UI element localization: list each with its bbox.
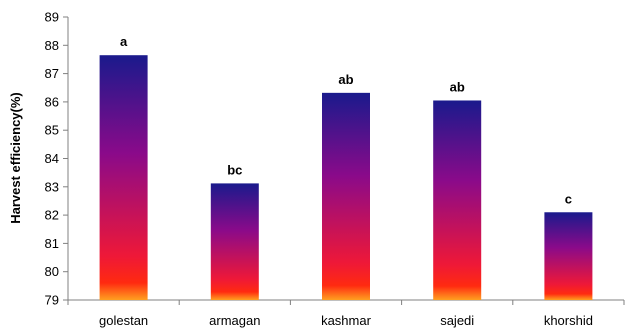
y-tick-label: 82 bbox=[45, 208, 59, 223]
y-tick-label: 87 bbox=[45, 66, 59, 81]
x-axis: golestan armagan kashmar sajedi khorshid bbox=[67, 299, 625, 328]
y-tick-label: 79 bbox=[45, 293, 59, 308]
bar-sajedi bbox=[433, 100, 482, 300]
y-tick-label: 84 bbox=[45, 151, 59, 166]
y-tick-label: 86 bbox=[45, 94, 59, 109]
y-tick-label: 89 bbox=[45, 10, 59, 25]
x-tick-label: sajedi bbox=[440, 313, 474, 328]
bar-golestan bbox=[99, 55, 148, 300]
x-tick-label: golestan bbox=[99, 313, 148, 328]
data-label-kashmar: ab bbox=[338, 72, 353, 87]
data-label-golestan: a bbox=[120, 34, 128, 49]
y-tick-label: 88 bbox=[45, 38, 59, 53]
data-label-armagan: bc bbox=[227, 162, 242, 177]
data-label-sajedi: ab bbox=[450, 79, 465, 94]
data-label-khorshid: c bbox=[565, 191, 572, 206]
y-tick-label: 85 bbox=[45, 123, 59, 138]
x-tick-label: khorshid bbox=[544, 313, 593, 328]
bar-armagan bbox=[210, 183, 259, 300]
x-tick-label: kashmar bbox=[321, 313, 372, 328]
bar-kashmar bbox=[322, 92, 370, 301]
y-tick-label: 81 bbox=[45, 236, 59, 251]
y-axis: 79 80 81 82 83 84 85 86 87 88 89 bbox=[45, 10, 69, 308]
y-tick-label: 83 bbox=[45, 179, 59, 194]
y-tick-label: 80 bbox=[45, 264, 59, 279]
y-axis-label: Harvest efficiency(%) bbox=[8, 92, 23, 224]
x-tick-label: armagan bbox=[209, 313, 260, 328]
bar-khorshid bbox=[544, 212, 593, 300]
